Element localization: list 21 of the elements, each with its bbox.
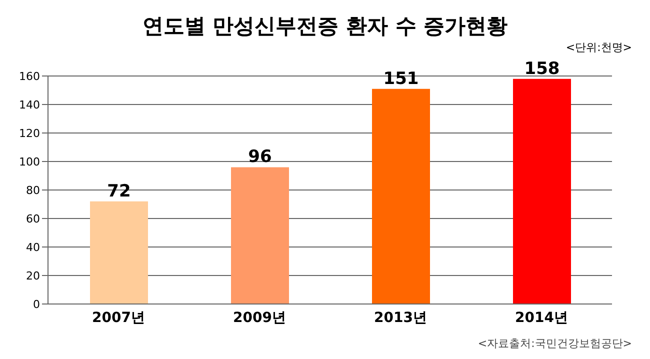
x-tick-label: 2007년 [92, 310, 145, 326]
x-tick-label: 2014년 [515, 310, 568, 326]
x-tick-label: 2009년 [233, 310, 286, 326]
y-tick-label: 20 [26, 269, 40, 282]
y-tick-label: 0 [33, 298, 40, 311]
x-tick-label: 2013년 [374, 310, 427, 326]
bar [90, 201, 148, 304]
y-tick-label: 60 [26, 212, 40, 226]
y-tick-label: 100 [19, 155, 40, 168]
text: <자료출처:국민건강보험공단> [478, 336, 632, 351]
bar [372, 88, 430, 304]
chart-title: 연도별 만성신부전증 환자 수 증가현황 [141, 13, 509, 40]
y-tick-label: 120 [19, 126, 40, 140]
data-label: 158 [524, 58, 560, 79]
bar [513, 78, 571, 304]
bar [231, 167, 289, 304]
y-tick-label: 80 [26, 184, 40, 197]
y-tick-label: 40 [26, 240, 40, 254]
text: <단위:천명> [564, 40, 633, 54]
y-tick-label: 160 [19, 70, 40, 83]
y-tick-label: 140 [19, 98, 40, 112]
